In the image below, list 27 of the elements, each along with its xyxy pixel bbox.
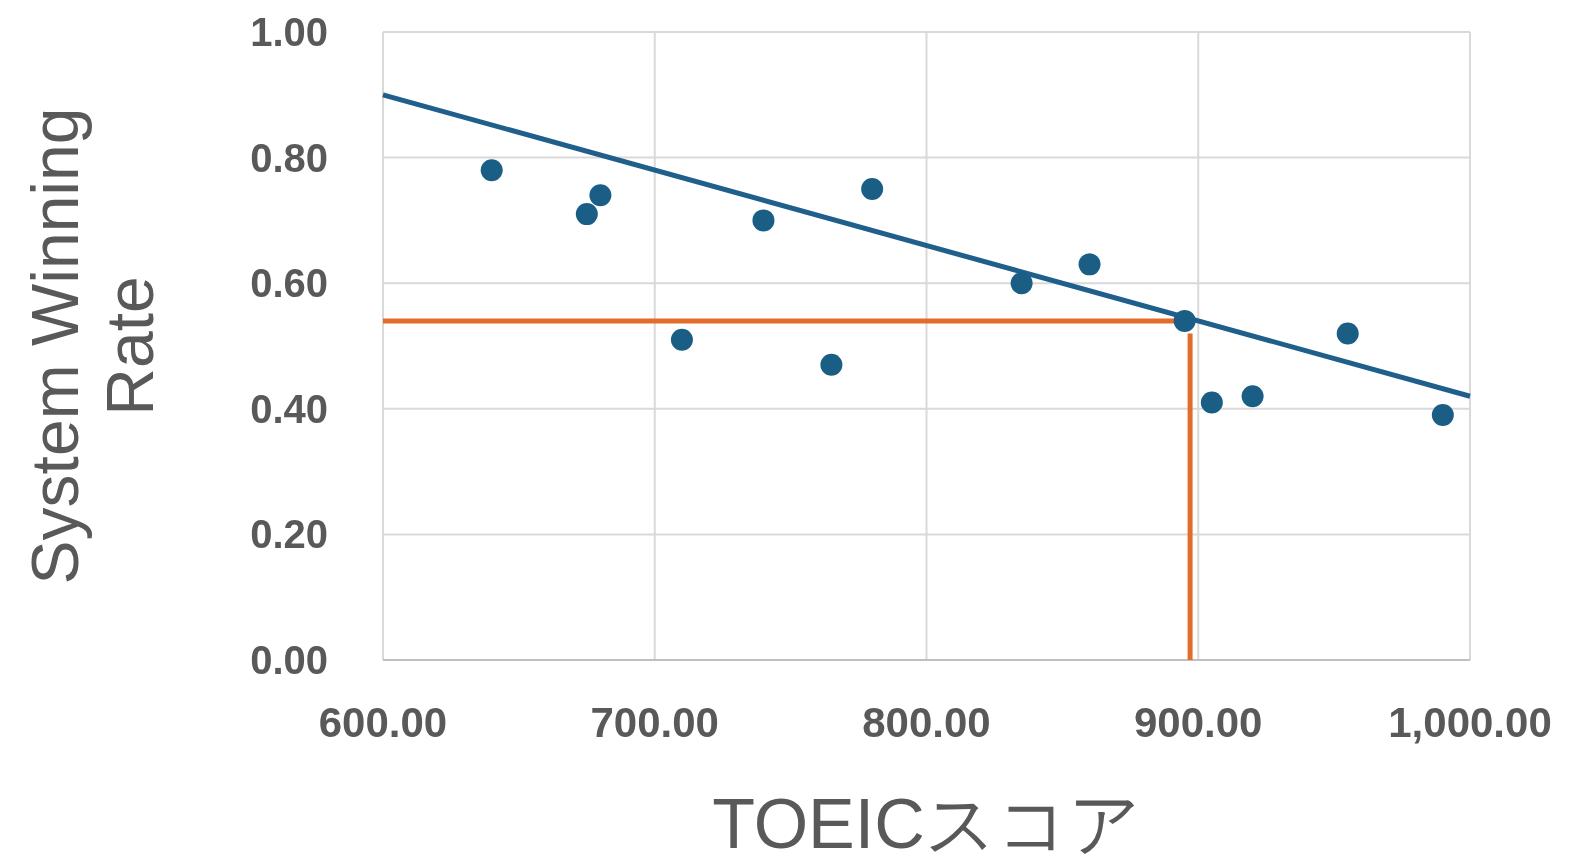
point	[861, 178, 884, 200]
x-axis-title: TOEICスコア	[712, 785, 1141, 861]
point	[1241, 385, 1264, 408]
y-tick-label: 0.80	[250, 135, 328, 180]
x-tick-label: 800.00	[862, 699, 991, 746]
y-tick-label: 1.00	[250, 10, 328, 54]
point	[1010, 272, 1033, 295]
point	[1336, 322, 1359, 345]
point	[670, 328, 693, 351]
point	[1173, 309, 1196, 332]
y-tick-label: 0.40	[250, 386, 328, 431]
y-tick-label: 0.60	[250, 261, 328, 306]
point	[589, 184, 612, 207]
y-axis-title: System Winning Rate	[18, 107, 167, 585]
x-tick-label: 900.00	[1134, 699, 1263, 746]
point	[1200, 391, 1223, 414]
y-tick-label: 0.00	[250, 638, 328, 682]
point	[575, 203, 598, 226]
x-tick-label: 1,000.00	[1388, 699, 1552, 746]
point	[820, 353, 843, 376]
point	[1078, 253, 1101, 276]
y-tick-label: 0.20	[250, 512, 328, 557]
x-tick-label: 700.00	[590, 699, 719, 746]
point	[1431, 404, 1454, 427]
point	[752, 209, 775, 232]
x-tick-label: 600.00	[318, 699, 448, 746]
point	[480, 159, 503, 182]
